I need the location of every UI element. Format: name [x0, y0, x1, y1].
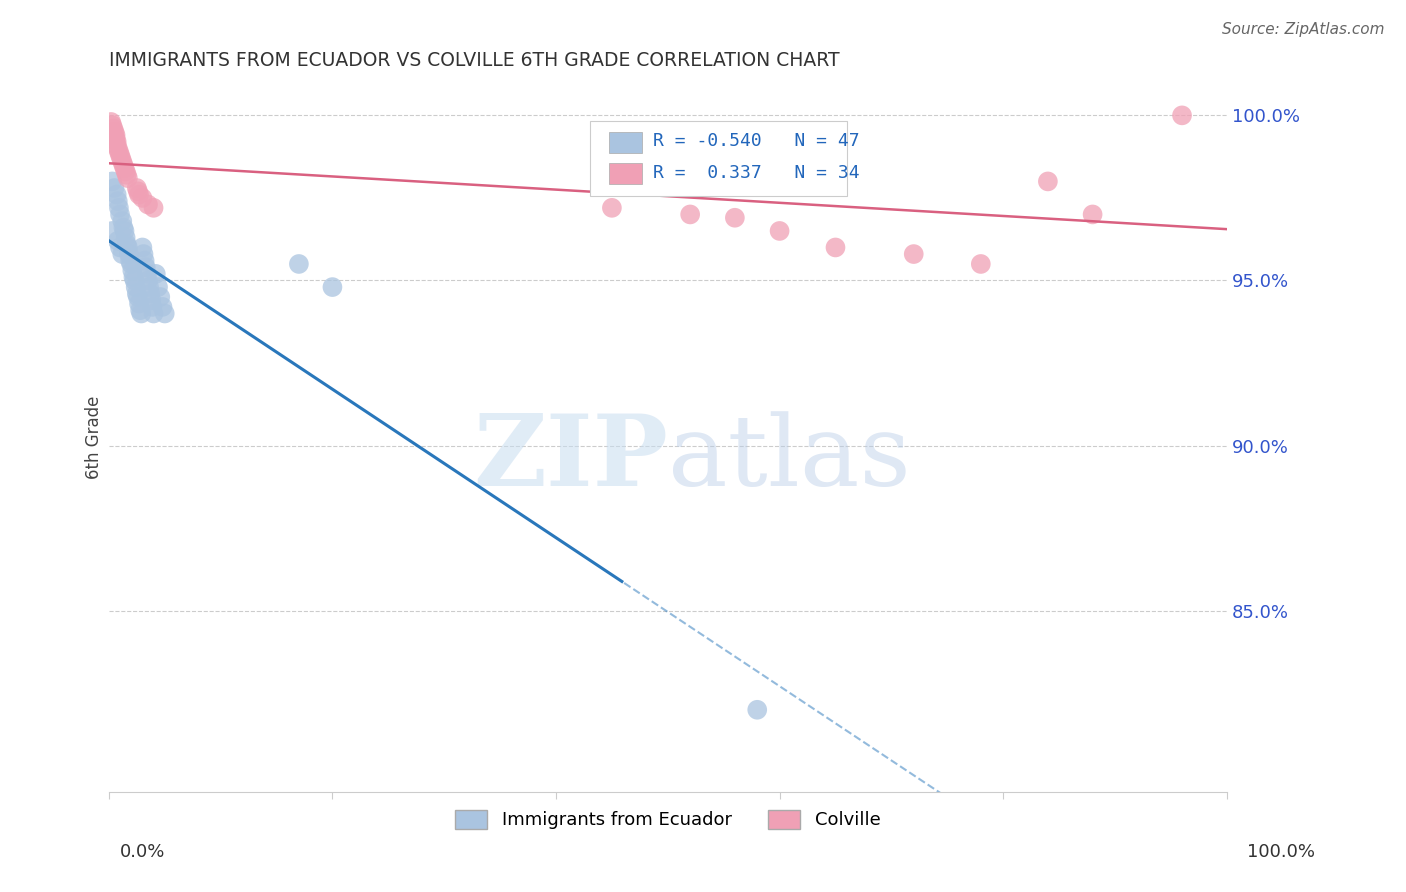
- Text: Source: ZipAtlas.com: Source: ZipAtlas.com: [1222, 22, 1385, 37]
- Point: [105, 135, 128, 149]
- Text: R =  0.337   N = 34: R = 0.337 N = 34: [654, 163, 860, 181]
- Point: [146, 280, 169, 294]
- Point: [101, 118, 124, 132]
- Point: [105, 138, 128, 153]
- Point: [142, 306, 165, 320]
- Text: ZIP: ZIP: [472, 410, 668, 508]
- Point: [107, 141, 129, 155]
- Point: [121, 263, 143, 277]
- Point: [129, 306, 152, 320]
- Point: [111, 154, 134, 169]
- Point: [107, 194, 129, 209]
- Point: [679, 207, 702, 221]
- Point: [129, 303, 152, 318]
- Point: [108, 207, 131, 221]
- Point: [108, 201, 131, 215]
- Point: [117, 171, 139, 186]
- Point: [107, 234, 129, 248]
- Point: [103, 121, 125, 136]
- Point: [128, 187, 150, 202]
- Point: [101, 224, 124, 238]
- Point: [104, 128, 127, 143]
- Point: [288, 257, 311, 271]
- Point: [110, 151, 132, 165]
- Point: [768, 224, 790, 238]
- Point: [124, 273, 146, 287]
- Point: [103, 125, 125, 139]
- Point: [100, 115, 122, 129]
- Point: [125, 280, 148, 294]
- Point: [153, 306, 176, 320]
- Point: [134, 253, 156, 268]
- Point: [141, 300, 163, 314]
- Point: [1081, 207, 1104, 221]
- Legend: Immigrants from Ecuador, Colville: Immigrants from Ecuador, Colville: [456, 810, 880, 830]
- Text: 100.0%: 100.0%: [1247, 843, 1315, 861]
- Point: [132, 247, 155, 261]
- Text: 0.0%: 0.0%: [120, 843, 165, 861]
- Point: [114, 161, 136, 176]
- Point: [131, 240, 153, 254]
- Point: [105, 187, 128, 202]
- Point: [145, 267, 167, 281]
- Point: [122, 270, 145, 285]
- Point: [101, 174, 124, 188]
- Point: [114, 164, 136, 178]
- Point: [747, 703, 769, 717]
- Point: [125, 286, 148, 301]
- Point: [903, 247, 925, 261]
- Point: [724, 211, 747, 225]
- Point: [112, 220, 135, 235]
- Point: [114, 230, 136, 244]
- Point: [600, 201, 623, 215]
- Point: [112, 158, 135, 172]
- Point: [114, 224, 136, 238]
- Point: [139, 286, 162, 301]
- FancyBboxPatch shape: [609, 162, 643, 184]
- Point: [149, 290, 172, 304]
- Point: [111, 247, 134, 261]
- Point: [108, 240, 131, 254]
- Point: [1171, 108, 1194, 122]
- Point: [104, 131, 127, 145]
- Point: [1036, 174, 1059, 188]
- Point: [135, 260, 157, 275]
- FancyBboxPatch shape: [609, 132, 643, 153]
- Point: [135, 267, 157, 281]
- Point: [136, 273, 159, 287]
- Point: [321, 280, 343, 294]
- Point: [111, 214, 134, 228]
- Point: [115, 168, 138, 182]
- Text: IMMIGRANTS FROM ECUADOR VS COLVILLE 6TH GRADE CORRELATION CHART: IMMIGRANTS FROM ECUADOR VS COLVILLE 6TH …: [108, 51, 839, 70]
- Point: [970, 257, 993, 271]
- Point: [131, 191, 153, 205]
- Point: [128, 296, 150, 310]
- FancyBboxPatch shape: [589, 121, 846, 196]
- Text: R = -0.540   N = 47: R = -0.540 N = 47: [654, 131, 860, 150]
- Point: [141, 293, 163, 308]
- Point: [125, 181, 148, 195]
- Text: atlas: atlas: [668, 410, 911, 507]
- Point: [824, 240, 846, 254]
- Point: [108, 145, 131, 159]
- Point: [108, 148, 131, 162]
- Point: [120, 253, 142, 268]
- Point: [138, 280, 160, 294]
- Point: [127, 290, 149, 304]
- Point: [117, 240, 139, 254]
- Point: [103, 181, 125, 195]
- Point: [152, 300, 174, 314]
- Point: [120, 257, 142, 271]
- Point: [118, 247, 141, 261]
- Point: [136, 197, 159, 211]
- Y-axis label: 6th Grade: 6th Grade: [86, 396, 103, 479]
- Point: [127, 184, 149, 198]
- Point: [142, 201, 165, 215]
- Point: [115, 237, 138, 252]
